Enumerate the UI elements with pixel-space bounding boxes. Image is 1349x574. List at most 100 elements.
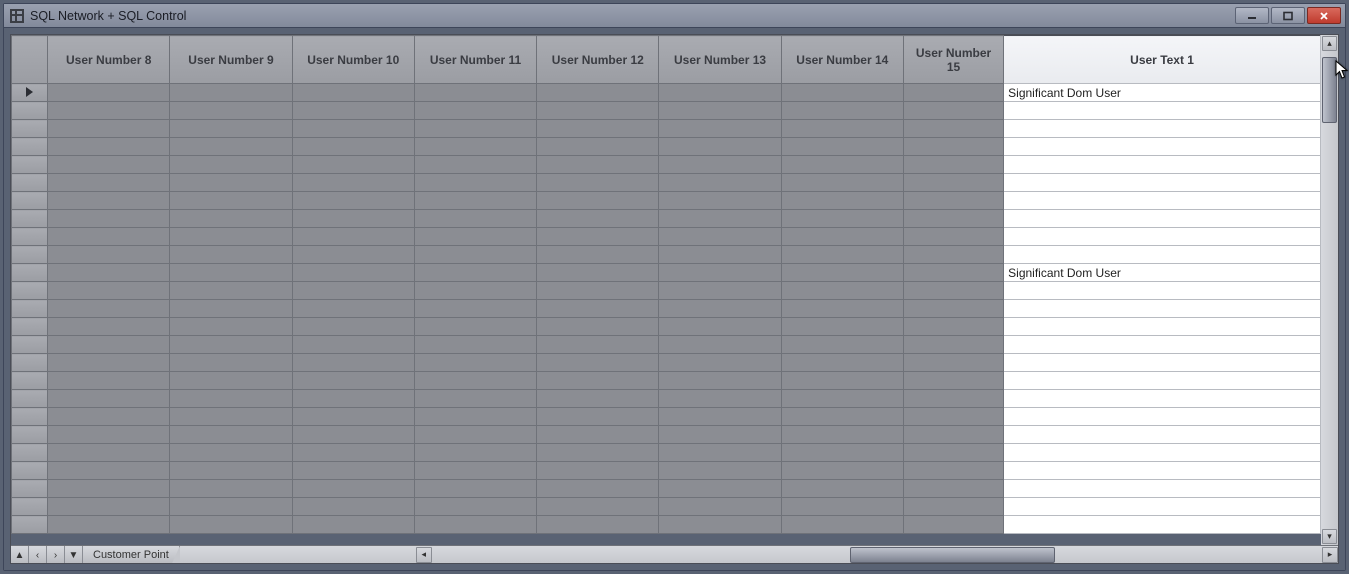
cell[interactable] <box>659 408 781 426</box>
cell[interactable] <box>414 120 536 138</box>
cell[interactable] <box>659 444 781 462</box>
cell[interactable] <box>414 354 536 372</box>
row-selector[interactable] <box>12 210 48 228</box>
row-selector[interactable] <box>12 84 48 102</box>
cell[interactable] <box>292 390 414 408</box>
cell[interactable] <box>48 246 170 264</box>
row-selector[interactable] <box>12 264 48 282</box>
table-row[interactable] <box>12 390 1321 408</box>
table-row[interactable] <box>12 480 1321 498</box>
cell[interactable] <box>781 210 903 228</box>
table-row[interactable] <box>12 192 1321 210</box>
cell[interactable] <box>903 264 1003 282</box>
cell[interactable] <box>292 192 414 210</box>
cell[interactable] <box>170 138 292 156</box>
cell[interactable] <box>1004 228 1321 246</box>
cell[interactable] <box>48 426 170 444</box>
cell[interactable] <box>537 336 659 354</box>
cell[interactable] <box>659 210 781 228</box>
cell[interactable] <box>903 372 1003 390</box>
cell[interactable] <box>414 246 536 264</box>
cell[interactable] <box>903 462 1003 480</box>
column-header[interactable]: User Number 15 <box>903 36 1003 84</box>
cell[interactable] <box>659 390 781 408</box>
cell[interactable] <box>659 228 781 246</box>
cell[interactable] <box>414 102 536 120</box>
cell[interactable] <box>903 480 1003 498</box>
cell[interactable] <box>781 120 903 138</box>
table-row[interactable] <box>12 516 1321 534</box>
cell[interactable] <box>1004 102 1321 120</box>
table-row[interactable] <box>12 138 1321 156</box>
cell[interactable]: Significant Dom User <box>1004 264 1321 282</box>
cell[interactable] <box>292 516 414 534</box>
cell[interactable] <box>48 102 170 120</box>
cell[interactable] <box>170 246 292 264</box>
cell[interactable] <box>781 408 903 426</box>
row-selector[interactable] <box>12 462 48 480</box>
cell[interactable] <box>292 462 414 480</box>
table-row[interactable] <box>12 228 1321 246</box>
cell[interactable] <box>537 444 659 462</box>
table-row[interactable] <box>12 246 1321 264</box>
table-row[interactable]: Significant Dom User <box>12 84 1321 102</box>
cell[interactable] <box>781 426 903 444</box>
sheet-tab[interactable]: Customer Point <box>83 546 180 564</box>
cell[interactable] <box>48 390 170 408</box>
cell[interactable] <box>414 192 536 210</box>
table-row[interactable] <box>12 462 1321 480</box>
cell[interactable] <box>659 318 781 336</box>
cell[interactable] <box>1004 210 1321 228</box>
row-selector[interactable] <box>12 192 48 210</box>
cell[interactable] <box>537 228 659 246</box>
table-row[interactable] <box>12 444 1321 462</box>
table-row[interactable] <box>12 408 1321 426</box>
cell[interactable] <box>537 354 659 372</box>
cell[interactable] <box>781 480 903 498</box>
cell[interactable] <box>414 426 536 444</box>
cell[interactable] <box>170 264 292 282</box>
cell[interactable] <box>48 480 170 498</box>
vertical-scrollbar[interactable]: ▴ ▾ <box>1321 35 1338 545</box>
cell[interactable] <box>170 444 292 462</box>
cell[interactable] <box>1004 336 1321 354</box>
horizontal-scrollbar[interactable]: ◂ ▸ <box>180 546 1338 563</box>
cell[interactable] <box>903 390 1003 408</box>
row-selector[interactable] <box>12 138 48 156</box>
scroll-right-button[interactable]: ▸ <box>1322 547 1338 563</box>
cell[interactable] <box>903 336 1003 354</box>
cell[interactable] <box>292 444 414 462</box>
row-selector[interactable] <box>12 174 48 192</box>
cell[interactable] <box>781 192 903 210</box>
cell[interactable] <box>1004 138 1321 156</box>
column-header[interactable]: User Number 11 <box>414 36 536 84</box>
cell[interactable] <box>781 300 903 318</box>
cell[interactable] <box>292 318 414 336</box>
table-row[interactable] <box>12 210 1321 228</box>
cell[interactable] <box>903 426 1003 444</box>
cell[interactable] <box>170 336 292 354</box>
nav-next-button[interactable]: › <box>47 546 65 564</box>
cell[interactable] <box>537 282 659 300</box>
cell[interactable] <box>781 174 903 192</box>
row-selector[interactable] <box>12 408 48 426</box>
table-row[interactable] <box>12 102 1321 120</box>
cell[interactable] <box>659 156 781 174</box>
row-selector[interactable] <box>12 282 48 300</box>
row-selector[interactable] <box>12 444 48 462</box>
cell[interactable] <box>537 516 659 534</box>
cell[interactable] <box>414 264 536 282</box>
cell[interactable] <box>414 84 536 102</box>
cell[interactable] <box>659 84 781 102</box>
scroll-up-button[interactable]: ▴ <box>1322 36 1337 51</box>
row-selector[interactable] <box>12 426 48 444</box>
cell[interactable] <box>48 516 170 534</box>
cell[interactable] <box>1004 192 1321 210</box>
cell[interactable] <box>1004 354 1321 372</box>
cell[interactable] <box>659 102 781 120</box>
cell[interactable] <box>48 372 170 390</box>
row-selector[interactable] <box>12 372 48 390</box>
cell[interactable] <box>537 462 659 480</box>
cell[interactable] <box>903 444 1003 462</box>
cell[interactable] <box>537 138 659 156</box>
